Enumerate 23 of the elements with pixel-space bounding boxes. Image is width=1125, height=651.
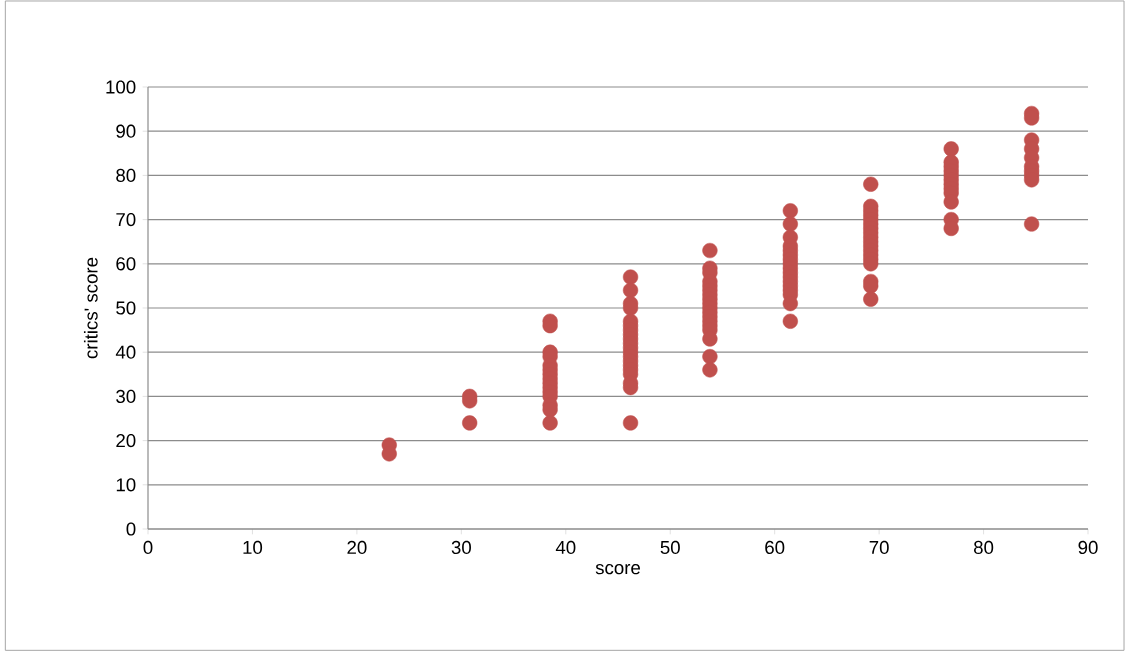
x-tick-label: 70 (869, 540, 889, 555)
y-tick-label: 30 (116, 389, 136, 404)
y-tick-label: 10 (116, 478, 136, 492)
x-tick-label: 30 (451, 540, 471, 555)
x-tick-label: 90 (1078, 540, 1098, 555)
y-tick-label: 80 (116, 168, 136, 183)
y-tick-label: 60 (116, 257, 136, 271)
y-axis-title: critics' score (83, 257, 98, 359)
x-axis-title: score (595, 564, 641, 575)
x-tick-label: 40 (555, 540, 576, 555)
x-tick-label: 50 (660, 540, 680, 555)
y-tick-label: 90 (116, 124, 136, 138)
y-tick-label: 100 (106, 80, 136, 94)
y-tick-label: 40 (115, 345, 136, 359)
x-tick-label: 0 (143, 540, 153, 555)
y-tick-label: 50 (116, 301, 136, 315)
y-tick-label: 70 (116, 212, 136, 227)
y-tick-label: 20 (116, 433, 136, 448)
x-tick-label: 60 (765, 540, 785, 555)
x-tick-label: 20 (347, 540, 367, 555)
x-tick-label: 10 (243, 540, 263, 555)
x-tick-label: 80 (974, 540, 994, 555)
y-tick-label: 0 (126, 522, 136, 536)
